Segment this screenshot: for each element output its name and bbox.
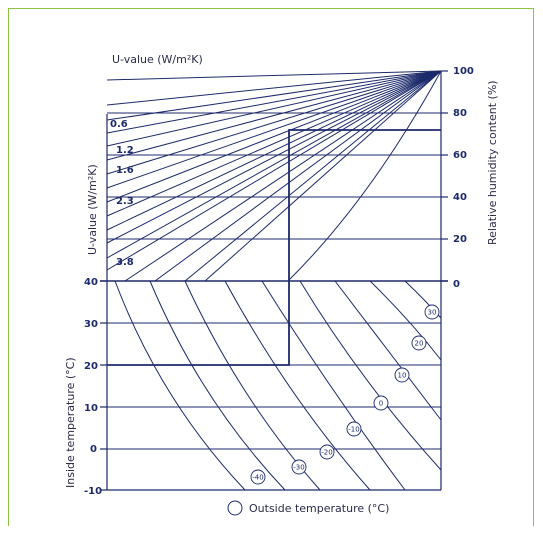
right-tick-40: 40 [453, 192, 467, 203]
outside-temp-marker-10: 10 [394, 367, 410, 383]
outside-temp-marker-20: 20 [411, 335, 427, 351]
outside-temp-curve-4 [261, 280, 406, 491]
u-value-line-low-3 [184, 70, 442, 282]
outside-temp-curve-0 [114, 280, 246, 491]
outside-temp-label-minus30: -30 [293, 464, 304, 472]
example-reading-path [107, 129, 441, 366]
outside-temp-label-20: 20 [415, 340, 424, 348]
right-tick-100: 100 [453, 66, 474, 77]
left-tick-20: 20 [84, 361, 98, 372]
u-value-label-1.6: 1.6 [116, 165, 134, 176]
u-value-label-1.2: 1.2 [116, 145, 134, 156]
u-value-line-11 [106, 70, 442, 244]
outside-temp-marker-minus10: -10 [346, 421, 362, 437]
u-value-line-1 [106, 70, 442, 106]
outside-temp-curve-5 [299, 280, 442, 471]
outside-temp-label-0: 0 [379, 400, 383, 408]
top-axis-title: U-value (W/m²K) [112, 53, 203, 66]
u-value-label-3.8: 3.8 [116, 257, 134, 268]
outside-temp-marker-minus30: -30 [291, 459, 307, 475]
left-tick-10: 10 [84, 403, 98, 414]
left-tick-minus10: -10 [84, 486, 102, 497]
u-value-line-5 [106, 70, 442, 161]
outside-temp-curve-3 [224, 280, 371, 491]
outside-temp-curve-6 [334, 280, 442, 421]
u-value-label-2.3: 2.3 [116, 196, 134, 207]
outside-temp-label-30: 30 [428, 309, 437, 317]
outside-temp-label-minus10: -10 [348, 426, 359, 434]
u-value-line-6 [106, 70, 442, 175]
u-value-line-8 [106, 70, 442, 203]
u-value-label-0.6: 0.6 [110, 119, 128, 130]
outside-temp-curve-2 [184, 280, 321, 491]
left-tick-0: 0 [90, 444, 97, 455]
humidity-curve [287, 70, 442, 282]
figure-frame [8, 8, 534, 526]
right-tick-20: 20 [453, 234, 467, 245]
outside-temp-curve-1 [149, 280, 286, 491]
u-value-line-2 [106, 70, 442, 121]
right-tick-0: 0 [453, 279, 460, 290]
left-tick-30: 30 [84, 319, 98, 330]
u-value-line-12 [106, 70, 442, 259]
right-axis-title: Relative humidity content (%) [486, 80, 499, 245]
legend: Outside temperature (°C) [227, 500, 389, 516]
outside-temp-marker-minus40: -40 [250, 469, 266, 485]
u-value-line-9 [106, 70, 442, 217]
u-value-line-7 [106, 70, 442, 189]
left-lower-axis-title: Inside temperature (°C) [64, 357, 77, 488]
outside-temp-label-minus20: -20 [321, 449, 332, 457]
u-value-line-low-1 [124, 70, 442, 282]
left-tick-40: 40 [84, 277, 98, 288]
left-upper-axis-title: U-value (W/m²K) [86, 164, 99, 255]
u-value-line-0 [106, 70, 442, 81]
u-value-line-low-4 [204, 70, 442, 282]
outside-temp-curve-7 [369, 280, 442, 361]
u-value-line-10 [106, 70, 442, 231]
u-value-line-low-2 [154, 70, 442, 282]
outside-temp-label-minus40: -40 [252, 474, 263, 482]
u-value-line-4 [106, 70, 442, 147]
u-value-line-3 [106, 70, 442, 134]
outside-temp-label-10: 10 [398, 372, 407, 380]
right-tick-80: 80 [453, 108, 467, 119]
outside-temp-marker-0: 0 [373, 395, 389, 411]
u-value-line-low-0 [106, 70, 442, 271]
right-tick-60: 60 [453, 150, 467, 161]
outside-temp-marker-30: 30 [424, 304, 440, 320]
diagram-lines [100, 70, 448, 491]
legend-circle-icon [227, 500, 243, 516]
legend-label: Outside temperature (°C) [249, 502, 389, 515]
outside-temp-marker-minus20: -20 [319, 444, 335, 460]
